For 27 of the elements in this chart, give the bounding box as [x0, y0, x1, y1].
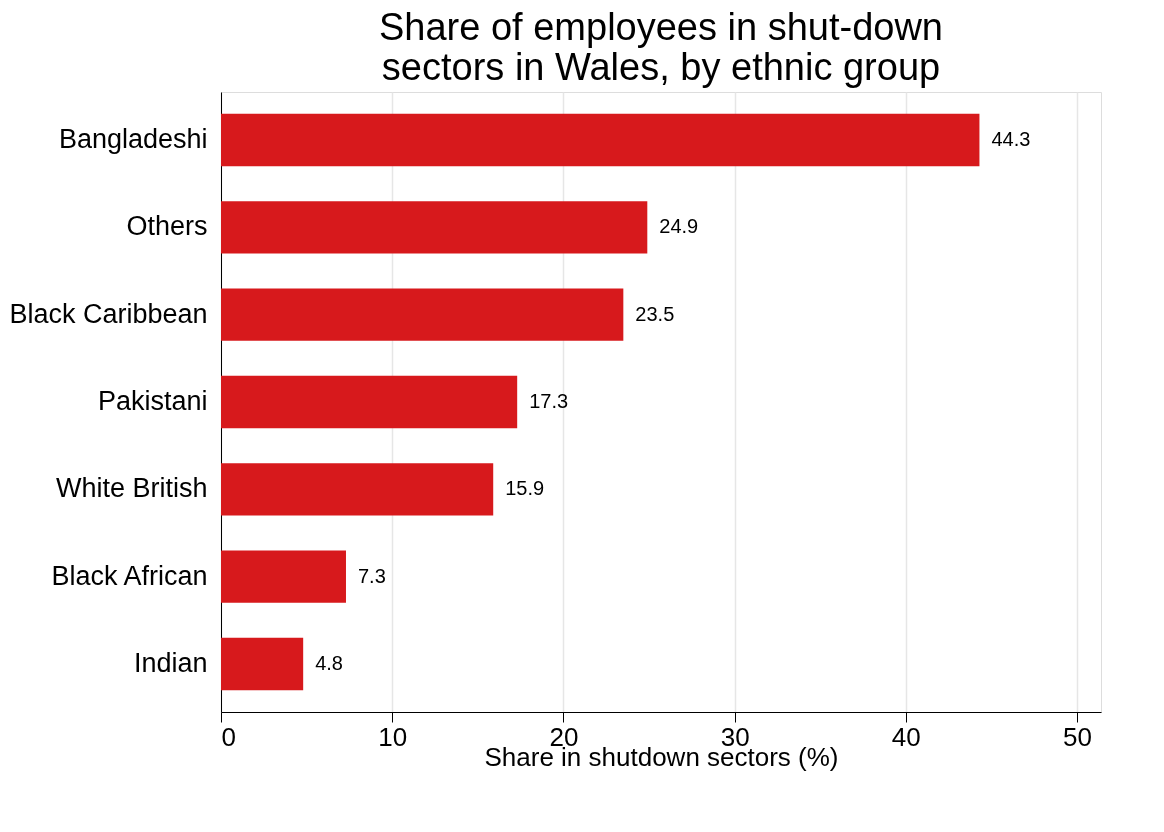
data-label: 24.9 [659, 215, 699, 238]
x-tick-label: 10 [378, 721, 408, 752]
bar [221, 288, 624, 341]
bar [221, 463, 494, 516]
y-tick-label: Bangladeshi [58, 124, 208, 155]
data-label: 23.5 [635, 302, 675, 325]
chart-title: Share of employees in shut-down sectors in Wales, by ethnic group [379, 6, 943, 88]
bar [221, 375, 518, 429]
bar [221, 637, 304, 691]
bar [221, 113, 980, 167]
data-label: 4.8 [315, 651, 343, 674]
x-tick-label: 30 [720, 721, 750, 752]
y-tick-label: Pakistani [97, 386, 208, 416]
y-tick-label: Others [126, 211, 208, 242]
y-tick-label: Black Caribbean [9, 298, 208, 329]
bar [221, 201, 648, 254]
data-label: 15.9 [505, 477, 545, 500]
x-tick-label: 0 [221, 721, 236, 752]
bar [221, 550, 346, 603]
x-tick-label: 40 [891, 721, 921, 752]
y-tick-label: White British [55, 473, 208, 504]
data-label: 17.3 [529, 390, 569, 412]
data-label: 7.3 [357, 564, 386, 587]
y-tick-label: Indian [133, 647, 208, 678]
y-tick-label: Black African [51, 560, 208, 591]
x-tick-label: 50 [1063, 721, 1092, 752]
data-label: 44.3 [991, 128, 1031, 151]
